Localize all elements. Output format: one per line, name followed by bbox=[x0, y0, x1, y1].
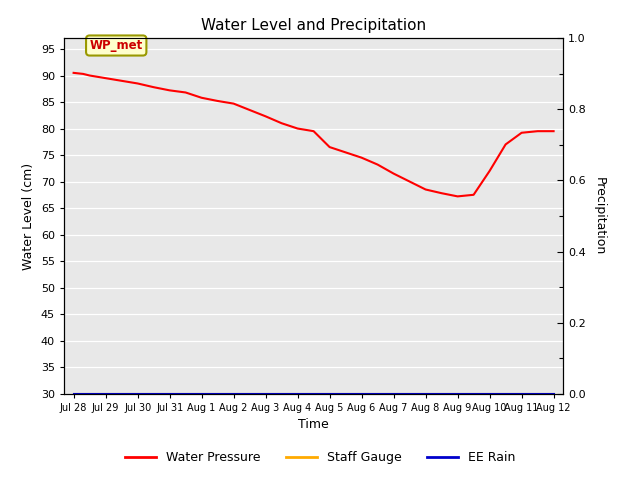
Text: WP_met: WP_met bbox=[90, 39, 143, 52]
Y-axis label: Water Level (cm): Water Level (cm) bbox=[22, 162, 35, 270]
X-axis label: Time: Time bbox=[298, 418, 329, 431]
Y-axis label: Precipitation: Precipitation bbox=[592, 177, 605, 255]
Title: Water Level and Precipitation: Water Level and Precipitation bbox=[201, 18, 426, 33]
Legend: Water Pressure, Staff Gauge, EE Rain: Water Pressure, Staff Gauge, EE Rain bbox=[120, 446, 520, 469]
